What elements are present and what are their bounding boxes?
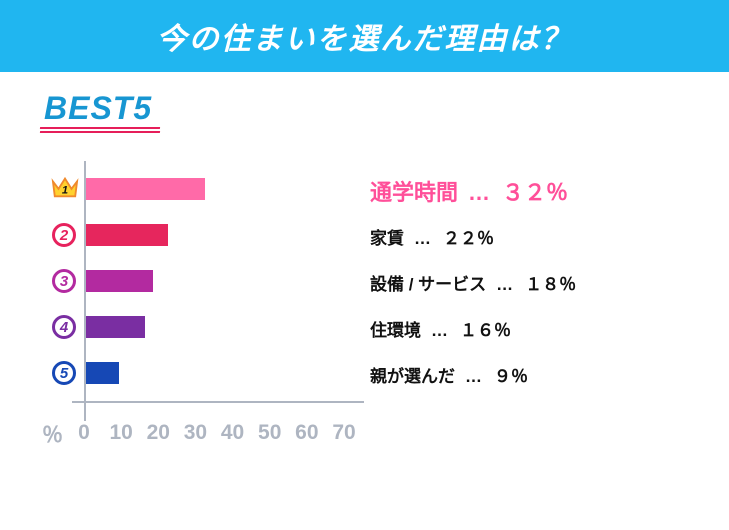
x-tick-label: 40 xyxy=(221,421,244,445)
page-title: 今の住まいを選んだ理由は？ xyxy=(157,23,573,56)
rank-circle: 3 xyxy=(52,269,76,293)
row-value: ９％ xyxy=(494,362,528,387)
dots: … xyxy=(496,275,515,295)
best5-badge: BEST5 xyxy=(44,90,152,127)
x-axis xyxy=(72,401,364,403)
x-tick-label: 0 xyxy=(78,421,90,445)
best5-text: BEST5 xyxy=(44,90,152,126)
row-label: 家賃 … ２２％ xyxy=(370,224,494,249)
row-value: １６％ xyxy=(460,316,511,341)
row-value: ２２％ xyxy=(443,224,494,249)
rank-badge: 2 xyxy=(50,223,78,247)
dots: … xyxy=(431,321,450,341)
row-label: 設備 / サービス … １８％ xyxy=(370,270,576,295)
x-tick-label: 10 xyxy=(109,421,132,445)
x-tick-label: 50 xyxy=(258,421,281,445)
rank-badge: 5 xyxy=(50,361,78,385)
bar xyxy=(86,316,145,338)
chart-row: 2 家賃 … ２２％ xyxy=(44,215,694,255)
x-tick-label: 30 xyxy=(184,421,207,445)
rank-badge: 1 xyxy=(50,174,78,205)
crown-icon: 1 xyxy=(50,174,80,200)
bar xyxy=(86,362,119,384)
row-value: ３２％ xyxy=(502,175,568,207)
percent-symbol: ％ xyxy=(42,419,63,449)
row-label: 通学時間 … ３２％ xyxy=(370,175,568,207)
rank-badge: 4 xyxy=(50,315,78,339)
svg-text:1: 1 xyxy=(62,184,68,196)
x-tick-label: 60 xyxy=(295,421,318,445)
bar xyxy=(86,270,153,292)
row-name: 住環境 xyxy=(370,316,421,341)
row-name: 家賃 xyxy=(370,224,404,249)
dots: … xyxy=(465,367,484,387)
dots: … xyxy=(468,180,492,206)
best5-underline xyxy=(40,127,160,133)
x-tick-label: 70 xyxy=(332,421,355,445)
dots: … xyxy=(414,229,433,249)
chart-row: 4 住環境 … １６％ xyxy=(44,307,694,347)
rank-circle: 2 xyxy=(52,223,76,247)
chart-row: 1 通学時間 … ３２％ xyxy=(44,169,694,209)
title-band: 今の住まいを選んだ理由は？ xyxy=(0,0,729,72)
row-name: 設備 / サービス xyxy=(370,270,486,295)
row-label: 住環境 … １６％ xyxy=(370,316,511,341)
bar xyxy=(86,178,205,200)
row-value: １８％ xyxy=(525,270,576,295)
row-label: 親が選んだ … ９％ xyxy=(370,362,528,387)
rank-badge: 3 xyxy=(50,269,78,293)
rank-circle: 5 xyxy=(52,361,76,385)
row-name: 親が選んだ xyxy=(370,362,455,387)
chart-row: 5 親が選んだ … ９％ xyxy=(44,353,694,393)
row-name: 通学時間 xyxy=(370,175,458,207)
chart-row: 3 設備 / サービス … １８％ xyxy=(44,261,694,301)
bar xyxy=(86,224,168,246)
rank-circle: 4 xyxy=(52,315,76,339)
x-tick-label: 20 xyxy=(147,421,170,445)
chart: ％ 0 10 20 30 40 50 60 70 1 通学時間 … ３２％ 2 家賃 … ２２％ 3 設備 / サ… xyxy=(44,161,694,461)
